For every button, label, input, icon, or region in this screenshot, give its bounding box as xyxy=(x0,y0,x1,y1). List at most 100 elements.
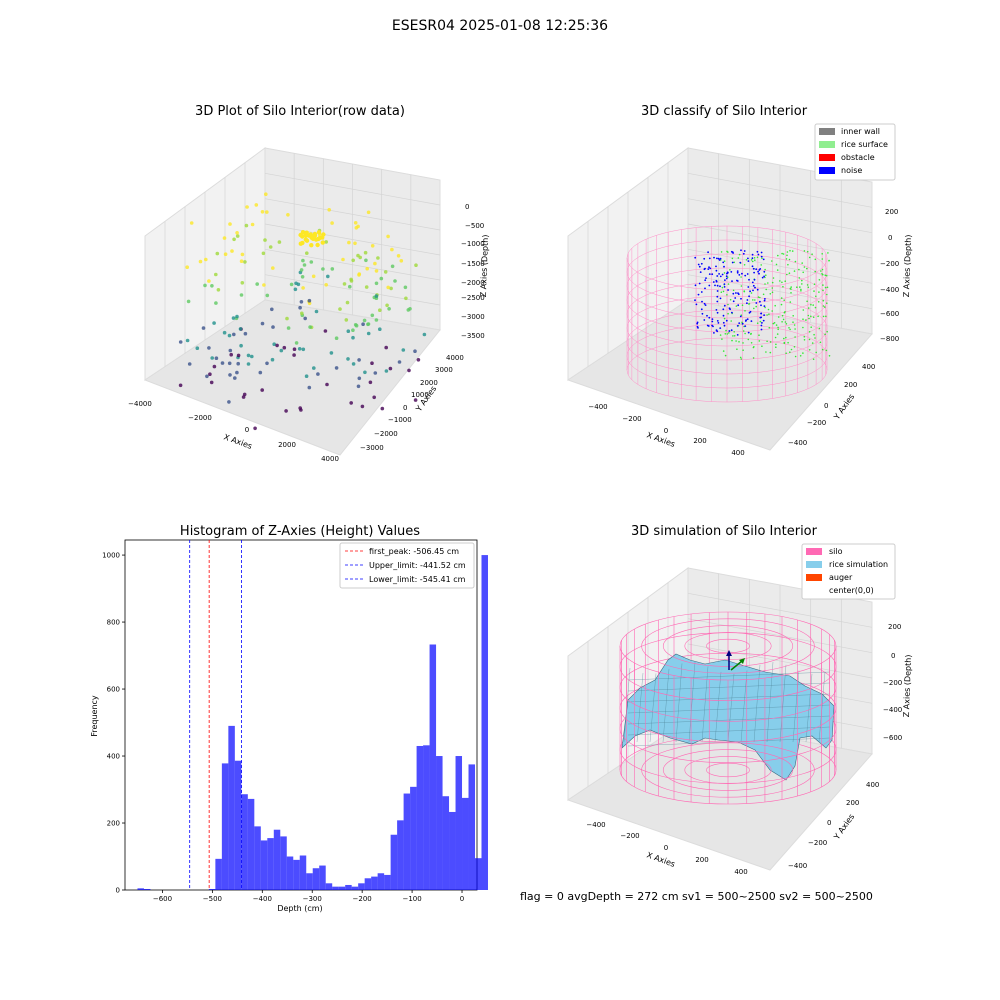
cls-rice-point xyxy=(776,269,779,271)
raw-point xyxy=(364,258,368,263)
raw-y-tick: −3000 xyxy=(360,444,384,452)
cls-noise-point xyxy=(712,325,714,328)
cls-noise-point xyxy=(700,308,703,311)
raw-point xyxy=(366,331,371,336)
cls-rice-point xyxy=(808,331,811,333)
cls-rice-point xyxy=(733,331,735,333)
cls-rice-point xyxy=(743,290,745,292)
cls-rice-point xyxy=(802,326,804,329)
cls-noise-point xyxy=(707,268,710,270)
raw-point xyxy=(351,328,355,333)
cls-noise-point xyxy=(723,324,726,327)
cls-noise-point xyxy=(729,308,731,311)
cls-rice-point xyxy=(818,327,821,330)
raw-y-tick: 4000 xyxy=(446,354,464,362)
raw-point xyxy=(389,286,393,291)
cls-rice-point xyxy=(824,333,826,336)
cls-noise-point xyxy=(716,284,719,287)
raw-point xyxy=(321,232,326,237)
cls-rice-point xyxy=(799,355,802,357)
raw-point xyxy=(374,269,379,273)
raw-point xyxy=(396,254,401,258)
cls-rice-point xyxy=(789,328,791,331)
raw-point xyxy=(342,282,347,286)
cls-rice-point xyxy=(789,249,791,252)
cls-noise-point xyxy=(761,276,764,279)
hist-bar xyxy=(364,878,372,890)
raw-point xyxy=(366,322,370,327)
hist-y-label: Frequency xyxy=(90,695,99,737)
raw-point xyxy=(308,325,312,329)
cls-rice-point xyxy=(765,351,767,353)
raw-point xyxy=(233,376,237,380)
raw-point xyxy=(351,258,356,263)
cls-noise-point xyxy=(722,308,725,311)
raw-point xyxy=(286,326,291,330)
sim-legend-swatch xyxy=(806,561,822,568)
hist-bar xyxy=(390,834,398,890)
raw-point xyxy=(201,326,206,330)
cls-rice-point xyxy=(736,348,738,351)
cls-noise-point xyxy=(749,290,751,293)
cls-y-tick: 0 xyxy=(824,402,828,410)
hist-x-label: Depth (cm) xyxy=(277,904,322,913)
raw-point xyxy=(285,316,289,321)
raw-point xyxy=(324,283,329,287)
cls-noise-point xyxy=(707,325,710,327)
raw-point xyxy=(305,251,309,255)
cls-rice-point xyxy=(818,291,820,293)
sim-legend-label: center(0,0) xyxy=(829,586,874,595)
cls-noise-point xyxy=(716,300,719,303)
raw-point xyxy=(260,388,265,392)
cls-rice-point xyxy=(794,328,796,330)
cls-rice-point xyxy=(727,303,729,306)
raw-point xyxy=(299,268,304,272)
cls-rice-point xyxy=(741,321,743,324)
cls-rice-point xyxy=(748,303,750,305)
raw-point xyxy=(250,354,254,359)
cls-rice-point xyxy=(759,296,761,299)
cls-noise-point xyxy=(716,295,719,298)
hist-x-tick-label: −100 xyxy=(402,895,421,903)
cls-rice-point xyxy=(769,341,772,343)
raw-point xyxy=(347,240,351,245)
cls-noise-point xyxy=(746,273,749,275)
cls-noise-point xyxy=(725,319,728,322)
hist-bar xyxy=(234,760,242,890)
raw-z-tick: −2500 xyxy=(461,294,485,302)
hist-bar xyxy=(208,888,216,890)
raw-point xyxy=(300,311,304,316)
cls-legend-label: inner wall xyxy=(841,127,880,136)
cls-rice-point xyxy=(794,355,797,358)
hist-legend: first_peak: -506.45 cm Upper_limit: -441… xyxy=(339,542,475,589)
hist-x-ticks: −600 −500 −400 −300 −200 −100 0 xyxy=(153,890,464,903)
cls-rice-point xyxy=(811,253,813,255)
sim-y-tick: 400 xyxy=(866,781,879,789)
sim-y-label: Y Axies xyxy=(832,812,857,842)
raw-point xyxy=(235,370,239,375)
sim-x-tick: 200 xyxy=(695,856,708,864)
cls-rice-point xyxy=(793,324,796,326)
cls-rice-point xyxy=(799,286,801,288)
cls-rice-point xyxy=(814,258,817,261)
raw-point xyxy=(301,286,305,290)
raw-point xyxy=(407,368,411,373)
cls-noise-point xyxy=(746,302,748,305)
cls-noise-point xyxy=(722,314,725,317)
cls-noise-point xyxy=(737,292,739,294)
sim-legend-label: rice simulation xyxy=(829,560,888,569)
cls-noise-point xyxy=(718,259,721,261)
cls-rice-point xyxy=(780,297,783,299)
cls-rice-point xyxy=(729,269,731,271)
cls-rice-point xyxy=(742,349,744,352)
cls-noise-point xyxy=(708,266,710,269)
raw-point xyxy=(214,356,219,361)
cls-rice-point xyxy=(771,281,774,284)
cls-noise-point xyxy=(704,287,706,290)
sim-y-tick: 0 xyxy=(827,819,831,827)
cls-noise-point xyxy=(715,265,717,268)
cls-rice-point xyxy=(735,340,737,342)
cls-rice-point xyxy=(722,350,725,352)
cls-rice-point xyxy=(828,259,830,262)
raw-point xyxy=(404,296,408,301)
